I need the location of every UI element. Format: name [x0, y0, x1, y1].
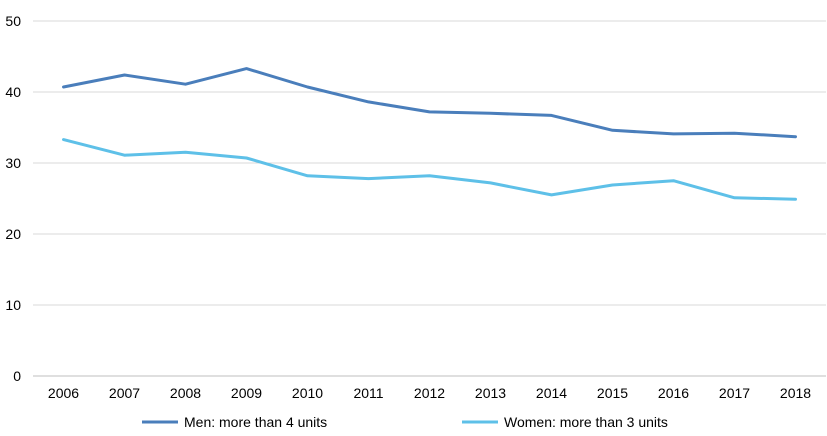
x-tick-label: 2012	[414, 385, 445, 401]
legend-label-2: Women: more than 3 units	[504, 414, 668, 430]
y-tick-label: 40	[5, 84, 21, 100]
legend: Men: more than 4 units Women: more than 3…	[142, 414, 668, 430]
x-tick-label: 2008	[170, 385, 201, 401]
x-tick-label: 2006	[48, 385, 79, 401]
x-tick-label: 2014	[536, 385, 567, 401]
x-tick-label: 2009	[231, 385, 262, 401]
x-tick-label: 2018	[780, 385, 811, 401]
y-tick-label: 50	[5, 13, 21, 29]
x-tick-label: 2015	[597, 385, 628, 401]
gridlines	[33, 20, 826, 306]
y-tick-label: 0	[13, 368, 21, 384]
x-tick-label: 2016	[658, 385, 689, 401]
series-lines	[62, 67, 797, 201]
y-tick-label: 10	[5, 297, 21, 313]
x-tick-label: 2007	[109, 385, 140, 401]
x-axis-tick-labels: 2006 2007 2008 2009 2010 2011 2012 2013 2014 2015…	[48, 385, 811, 401]
legend-label-1: Men: more than 4 units	[184, 414, 327, 430]
y-axis-tick-labels: 0 10 20 30 40 50	[5, 13, 21, 384]
x-tick-label: 2017	[719, 385, 750, 401]
series-line-2	[62, 138, 797, 201]
x-tick-label: 2013	[475, 385, 506, 401]
x-tick-label: 2010	[292, 385, 323, 401]
y-tick-label: 20	[5, 226, 21, 242]
y-tick-label: 30	[5, 155, 21, 171]
series-line-1	[62, 67, 797, 139]
x-tick-label: 2011	[353, 385, 383, 401]
